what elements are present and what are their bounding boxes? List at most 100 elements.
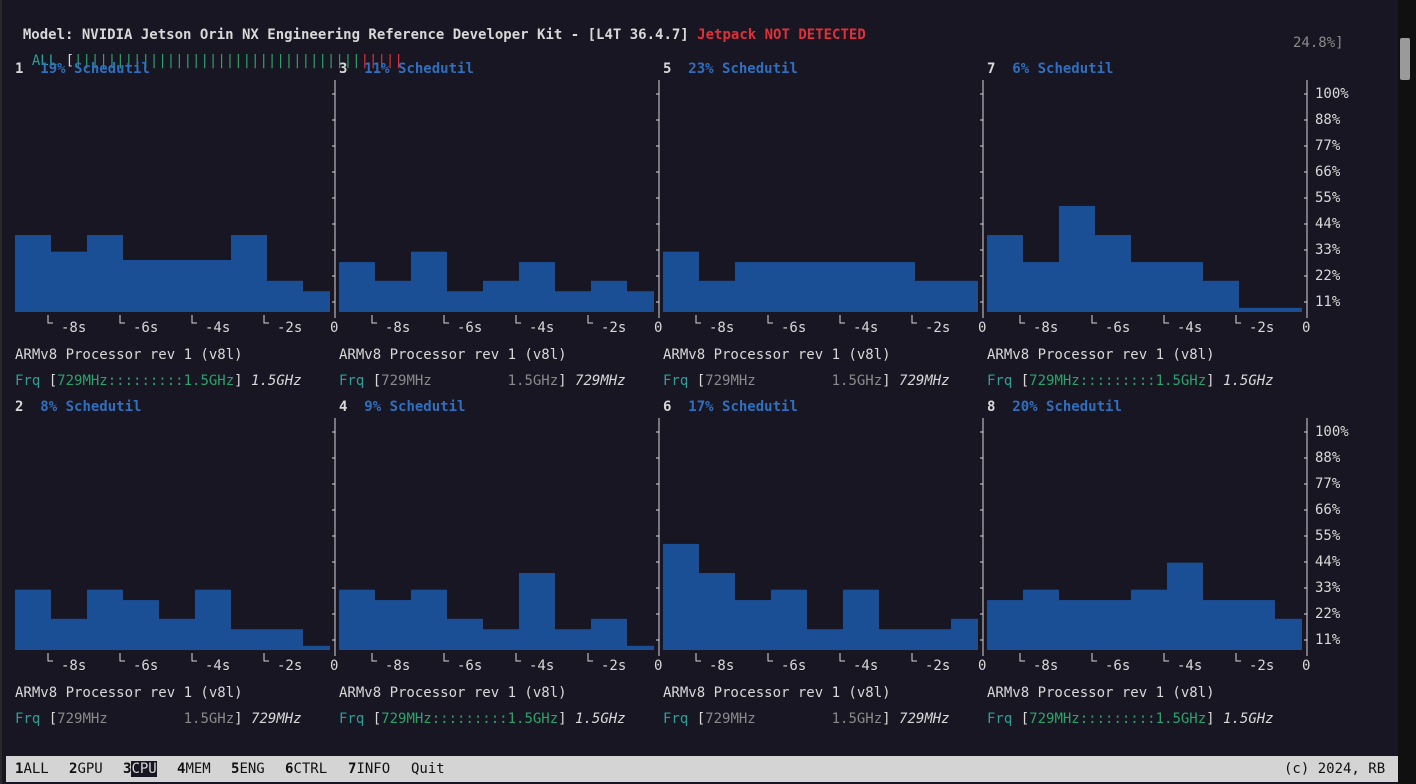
frq-label: Frq <box>15 373 41 389</box>
x-tick-label: 0 <box>978 320 987 336</box>
tab-info-label: INFO <box>356 761 391 777</box>
frq-min: 729MHz <box>1029 373 1080 389</box>
core-id: 5 <box>663 61 672 77</box>
y-tick-label: 11% <box>1315 294 1341 310</box>
cpu-core-panel: 3 11% Schedutil -8s -6s -4s -2s 0 ARMv8 Proces… <box>339 60 662 390</box>
all-cpu-bar: ALL [|||||||||||||||||||||||||||||||||||… <box>15 34 403 70</box>
core-history-chart <box>663 418 984 662</box>
history-bar <box>303 291 330 312</box>
history-bar <box>123 600 159 650</box>
tab-all[interactable]: 1ALL <box>15 760 49 778</box>
tab-eng[interactable]: 5ENG <box>231 760 265 778</box>
x-tick-mark <box>1235 315 1241 324</box>
history-bar <box>987 235 1023 312</box>
x-tick-label: -6s <box>133 658 159 674</box>
x-tick-label: -8s <box>709 658 735 674</box>
y-tick-label: 66% <box>1315 164 1341 180</box>
core-title: 5 23% Schedutil <box>663 60 798 78</box>
core-history-chart <box>987 418 1308 662</box>
scrollbar-thumb[interactable] <box>1400 38 1410 80</box>
x-tick-label: -4s <box>1177 658 1203 674</box>
core-history-chart <box>15 418 336 662</box>
history-bar <box>483 280 519 312</box>
history-bar <box>879 629 915 650</box>
frq-max: 1.5GHz <box>507 373 559 389</box>
core-title: 4 9% Schedutil <box>339 398 465 416</box>
x-tick-label: -8s <box>385 320 411 336</box>
tab-eng-label: ENG <box>239 761 265 777</box>
tab-mem[interactable]: 4MEM <box>177 760 211 778</box>
x-tick-mark <box>443 315 449 324</box>
x-tick-label: 0 <box>654 658 663 674</box>
x-tick-mark <box>263 653 269 662</box>
quit-button[interactable]: Quit <box>411 760 445 778</box>
core-load-governor: 19% Schedutil <box>40 61 150 77</box>
history-bar <box>375 280 411 312</box>
history-bar <box>735 600 771 650</box>
scrollbar[interactable] <box>1398 0 1416 784</box>
x-tick-mark <box>1235 653 1241 662</box>
history-bar <box>159 618 195 650</box>
x-tick-label: -8s <box>385 658 411 674</box>
cpu-core-panel: 4 9% Schedutil -8s -6s -4s -2s 0 ARMv8 Process… <box>339 398 663 728</box>
frq-min: 729MHz <box>57 711 108 727</box>
history-bar <box>699 280 735 312</box>
x-tick-mark <box>47 315 53 324</box>
x-tick-label: 0 <box>330 320 339 336</box>
frq-max: 1.5GHz <box>183 711 235 727</box>
frq-current: 729MHz <box>899 373 950 389</box>
tab-cpu[interactable]: 3CPU <box>123 756 168 782</box>
frq-max: 1.5GHz <box>831 711 883 727</box>
frq-label: Frq <box>339 373 365 389</box>
history-bar <box>15 235 51 312</box>
core-title: 8 20% Schedutil <box>987 398 1122 416</box>
history-bar <box>663 251 699 312</box>
frq-current: 729MHz <box>575 373 626 389</box>
tab-info[interactable]: 7INFO <box>348 760 390 778</box>
history-bar <box>159 260 195 312</box>
tab-mem-key: 4 <box>177 761 186 777</box>
history-bar <box>123 260 159 312</box>
history-bar <box>987 600 1023 650</box>
tab-gpu[interactable]: 2GPU <box>69 760 103 778</box>
core-model: ARMv8 Processor rev 1 (v8l) <box>339 347 567 363</box>
history-bar <box>1023 589 1059 650</box>
history-bar <box>1203 280 1239 312</box>
tab-ctrl-label: CTRL <box>293 761 328 777</box>
history-bar <box>87 235 123 312</box>
frq-max: 1.5GHz <box>1155 711 1207 727</box>
jetpack-status: NOT DETECTED <box>764 27 866 43</box>
x-tick-mark <box>1091 653 1097 662</box>
x-tick-label: -2s <box>277 658 303 674</box>
tab-ctrl[interactable]: 6CTRL <box>285 760 327 778</box>
all-percent-value: 24.8%] <box>1293 35 1344 51</box>
jetpack-label: Jetpack <box>697 27 757 43</box>
history-bar <box>483 629 519 650</box>
history-bar <box>1167 562 1203 650</box>
x-tick-mark <box>587 315 593 324</box>
core-id: 2 <box>15 399 24 415</box>
x-tick-label: -8s <box>61 320 87 336</box>
history-bar <box>375 600 411 650</box>
cpu-core-panel: 1 19% Schedutil -8s -6s -4s -2s 0 ARMv8 Proces… <box>15 60 339 390</box>
x-tick-mark <box>839 653 845 662</box>
core-id: 8 <box>987 399 996 415</box>
x-tick-mark <box>839 315 845 324</box>
x-tick-mark <box>767 315 773 324</box>
history-bar <box>1059 205 1095 312</box>
history-bar <box>915 629 951 650</box>
copyright-text: (c) 2024, RB <box>1284 761 1386 777</box>
history-bar <box>555 291 591 312</box>
core-load-governor: 9% Schedutil <box>364 399 466 415</box>
core-model: ARMv8 Processor rev 1 (v8l) <box>15 347 243 363</box>
all-open-bracket: [ <box>65 53 75 69</box>
history-bar <box>555 629 591 650</box>
history-bar <box>807 629 843 650</box>
history-bar <box>951 618 978 650</box>
x-tick-label: -8s <box>61 658 87 674</box>
history-bar <box>339 589 375 650</box>
history-bar <box>87 589 123 650</box>
frq-min: 729MHz <box>705 373 756 389</box>
all-bars-red: ||||| <box>360 53 403 69</box>
history-bar <box>447 618 483 650</box>
